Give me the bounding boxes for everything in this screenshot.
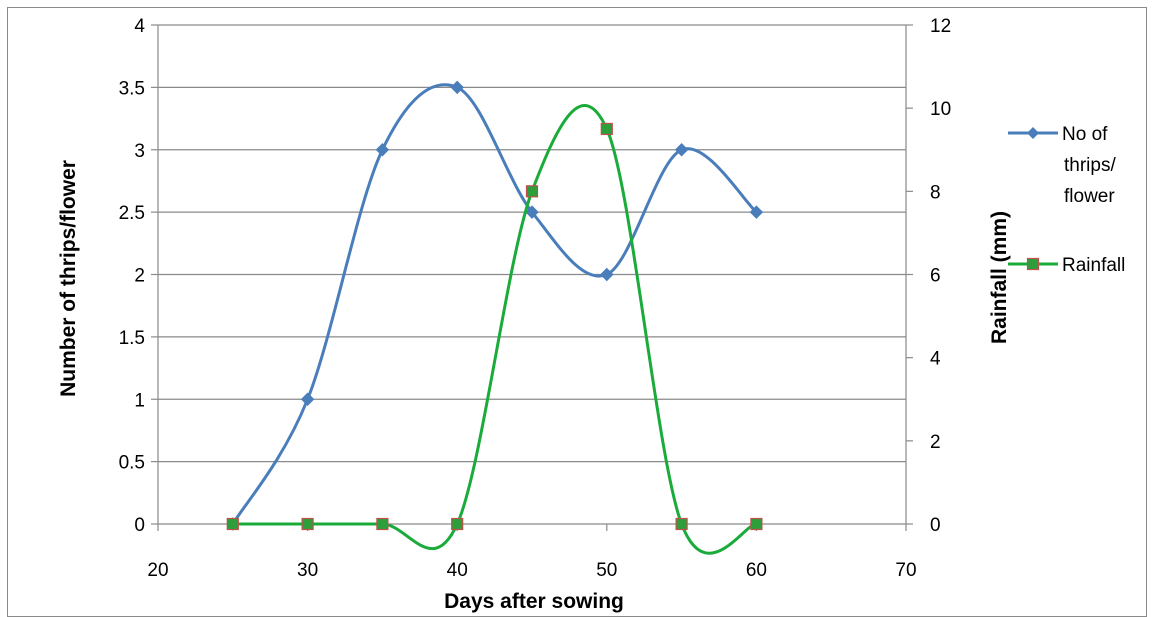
series-2-point: [600, 122, 613, 136]
tick-marks: [151, 24, 913, 531]
x-tick-label: 70: [895, 560, 916, 581]
legend-item-1: No of thrips/flower: [1008, 124, 1116, 207]
legend-marker: [1027, 127, 1039, 139]
y-right-tick-label: 4: [930, 349, 941, 370]
y-left-tick-label: 3.5: [119, 78, 145, 99]
y-axis-left-title: Number of thrips/flower: [57, 160, 80, 397]
x-tick-label: 30: [297, 560, 318, 581]
y-left-tick-label: 3: [134, 141, 145, 162]
series-1-point: [375, 143, 390, 157]
y-right-tick-label: 8: [930, 182, 941, 203]
gridlines: [158, 24, 906, 463]
series-1-point: [450, 80, 464, 95]
y-left-tick-label: 1: [134, 390, 145, 411]
series-1-point: [600, 267, 614, 282]
series-1-point: [525, 205, 539, 219]
series-2-point: [226, 517, 239, 531]
series-1-line: [231, 83, 758, 525]
series-2-point: [525, 185, 539, 198]
y-left-tick-label: 0.5: [119, 453, 145, 474]
y-left-tick-label: 2: [134, 266, 145, 287]
x-tick-label: 50: [596, 560, 617, 581]
series-2-point: [451, 517, 464, 531]
y-right-tick-label: 0: [930, 515, 941, 536]
series-layer: [226, 80, 764, 555]
y-left-tick-label: 1.5: [119, 328, 145, 349]
legend-label: flower: [1064, 186, 1115, 207]
x-axis-title: Days after sowing: [444, 590, 624, 613]
y-right-tick-label: 12: [930, 16, 951, 37]
y-axis-right-title: Rainfall (mm): [988, 211, 1011, 344]
legend-marker: [1026, 257, 1040, 271]
legend-label: No of: [1062, 124, 1108, 145]
series-1-point: [300, 392, 315, 406]
x-tick-label: 40: [447, 560, 468, 581]
y-right-tick-label: 10: [930, 99, 951, 120]
x-tick-label: 20: [147, 560, 168, 581]
series-2-line: [232, 104, 757, 555]
series-2-point: [301, 517, 314, 531]
legend: No of thrips/flower Rainfall: [1008, 124, 1125, 276]
series-2-point: [675, 517, 688, 531]
series-2-point: [376, 517, 389, 531]
series-1-point: [749, 205, 764, 219]
y-right-tick-label: 2: [930, 432, 941, 453]
y-left-tick-label: 0: [134, 515, 145, 536]
legend-label: Rainfall: [1062, 255, 1125, 276]
series-2-point: [750, 517, 763, 531]
x-tick-label: 60: [746, 560, 767, 581]
y-left-tick-label: 2.5: [119, 203, 145, 224]
legend-label: thrips/: [1064, 155, 1116, 176]
legend-item-2: Rainfall: [1008, 255, 1125, 276]
y-right-tick-label: 6: [930, 266, 941, 287]
y-left-tick-label: 4: [134, 16, 145, 37]
series-2: [226, 104, 763, 555]
series-1-point: [674, 143, 689, 157]
series-1: [226, 80, 764, 531]
